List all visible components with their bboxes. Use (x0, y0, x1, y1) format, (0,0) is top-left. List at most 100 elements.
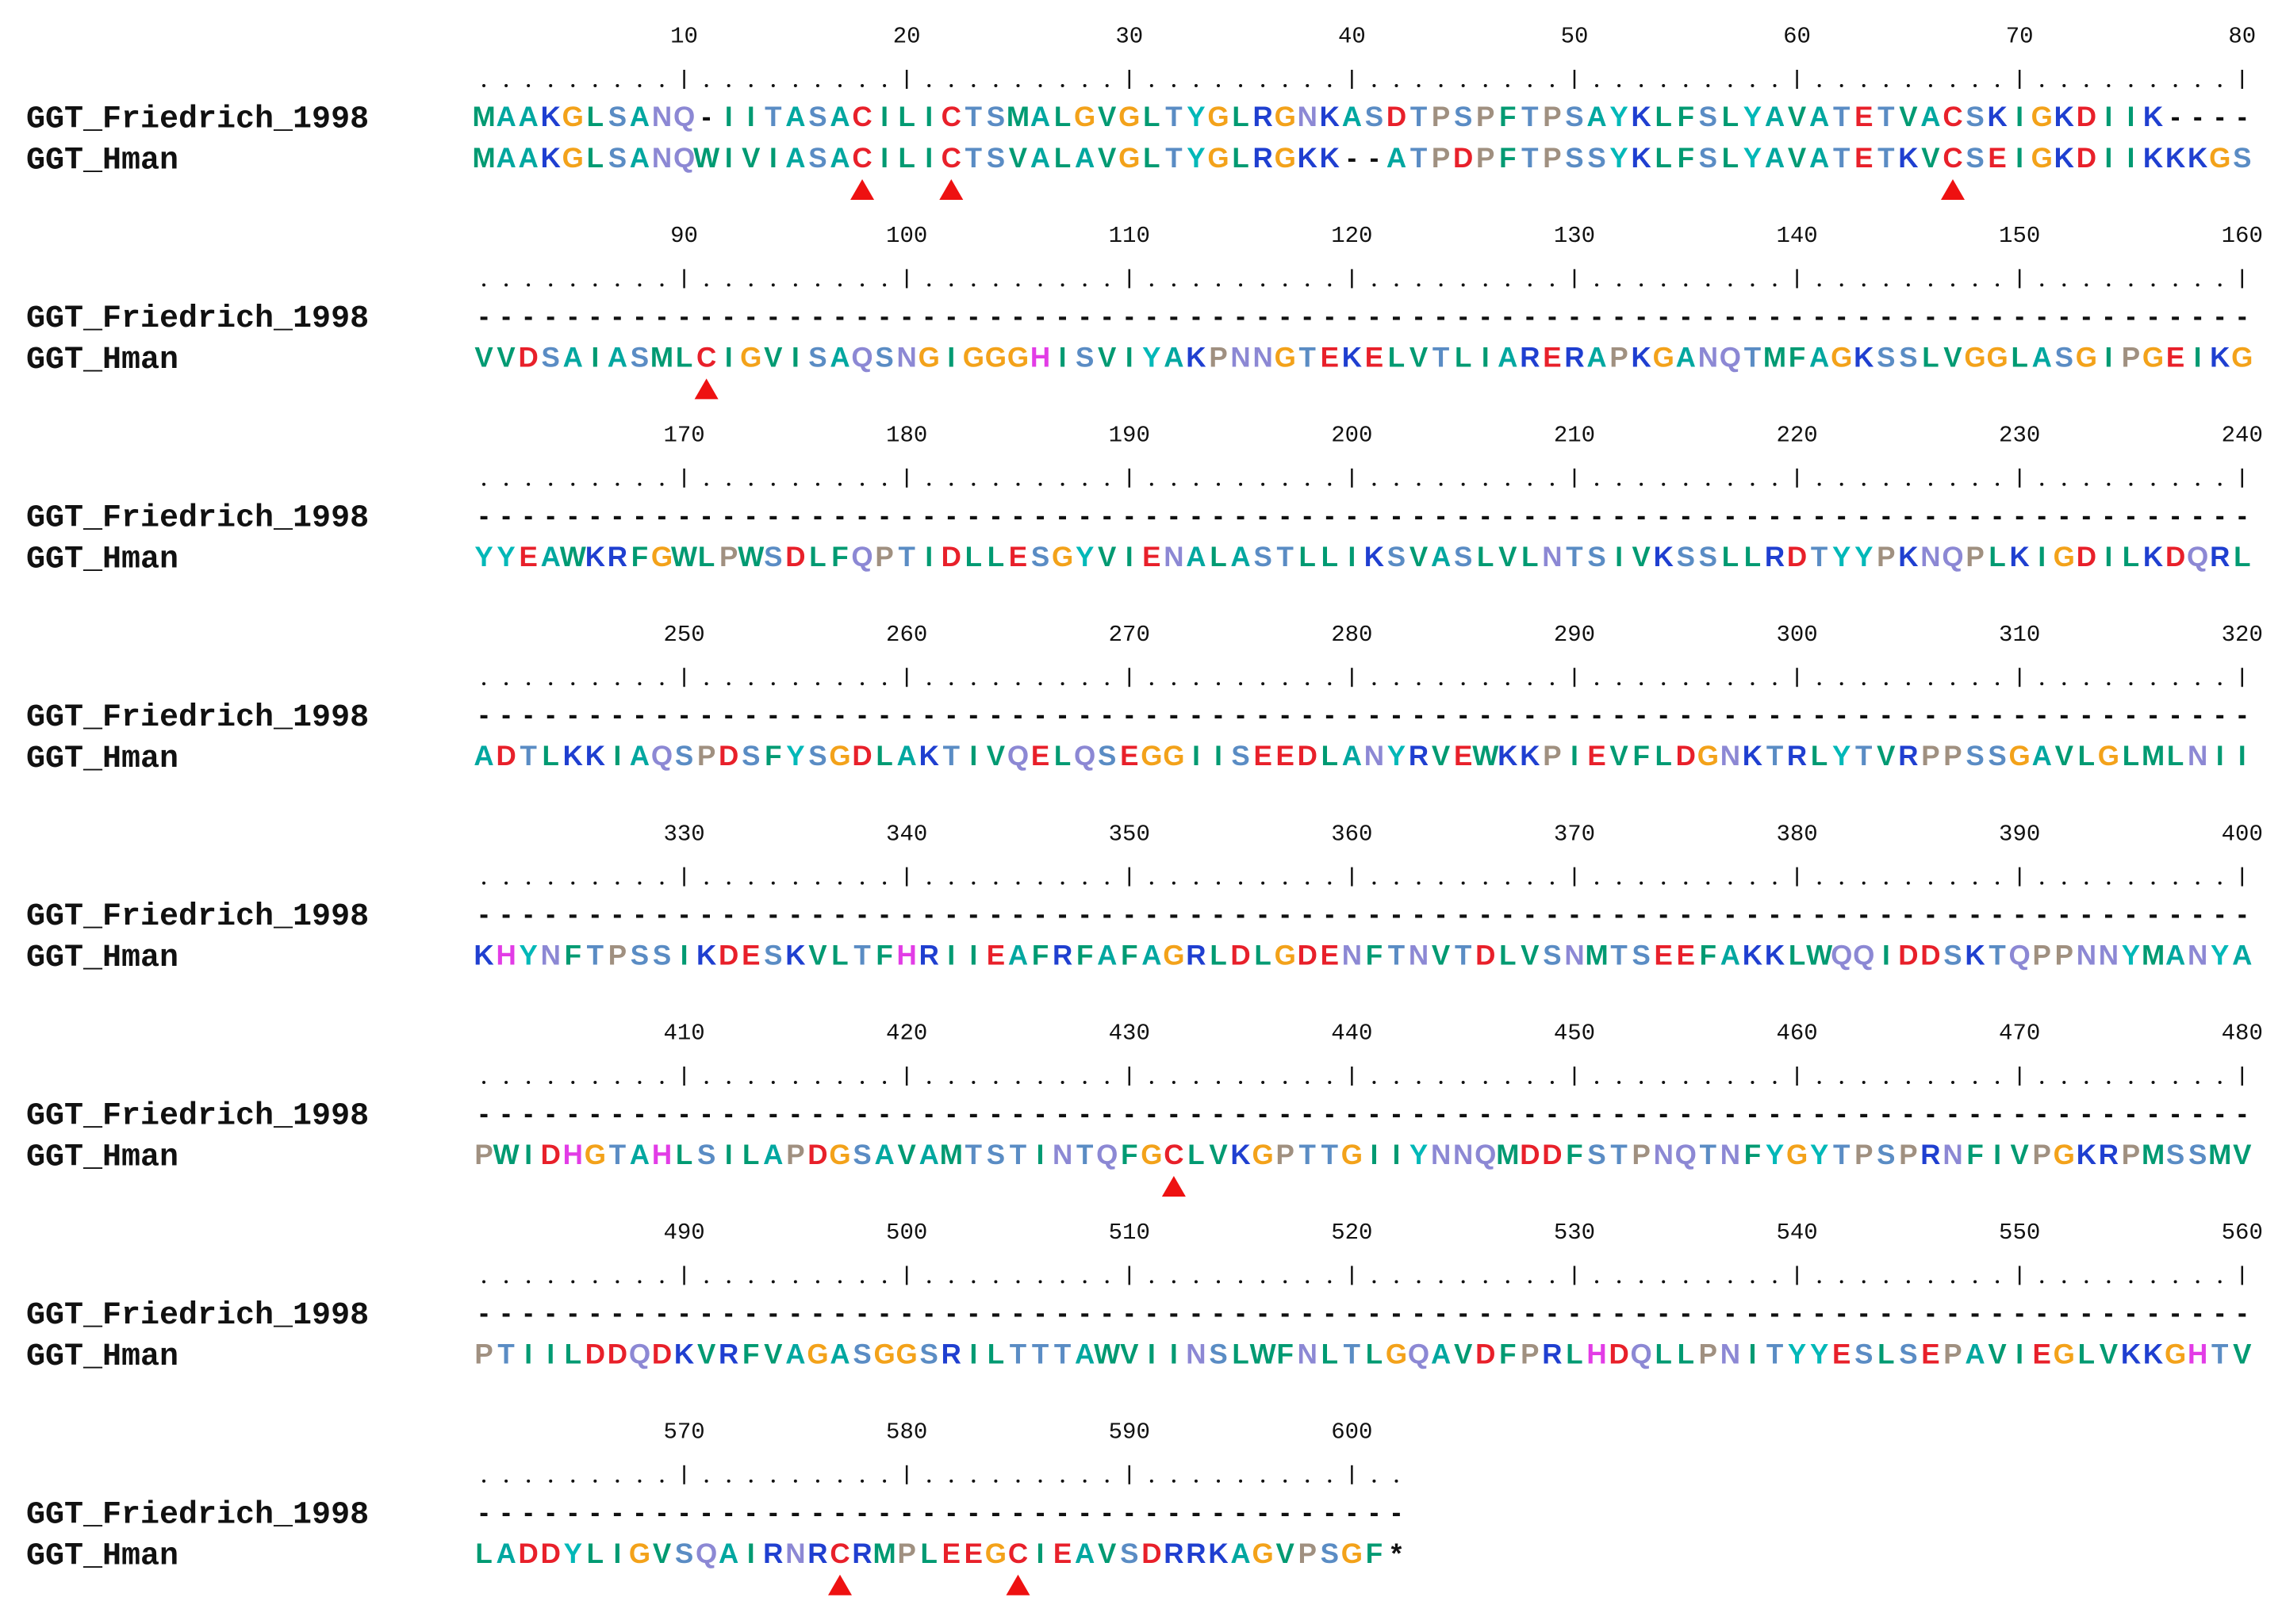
ruler-dot (994, 682, 998, 686)
residue: I (2127, 143, 2135, 174)
residue: D (496, 741, 516, 772)
residue: - (479, 500, 489, 531)
residue: K (474, 940, 493, 971)
residue: G (1275, 343, 1296, 373)
ruler-dot (1996, 682, 2000, 686)
ruler-number: 450 (1554, 1021, 1595, 1047)
ruler-number: 210 (1554, 422, 1595, 448)
residue: - (702, 500, 711, 531)
residue: Q (673, 102, 695, 132)
ruler-dot (1194, 1479, 1198, 1483)
residue: S (1565, 102, 1583, 132)
residue: L (831, 940, 848, 971)
ruler-dot (616, 1479, 619, 1483)
residue: - (1214, 699, 1223, 730)
residue: - (902, 1298, 911, 1329)
ruler-dot (1083, 1081, 1087, 1084)
residue: Q (1631, 1339, 1652, 1370)
residue: M (873, 1538, 896, 1569)
residue: L (898, 143, 915, 174)
ruler-dot (1884, 1081, 1888, 1084)
residue: - (1280, 500, 1290, 531)
ruler-dot (1684, 881, 1688, 885)
residue: - (1659, 500, 1668, 531)
residue: S (675, 1538, 693, 1569)
residue: T (1521, 143, 1538, 174)
ruler-dot (2062, 84, 2066, 87)
residue: - (746, 699, 756, 730)
ruler-dot (1928, 84, 1932, 87)
ruler-dot (1261, 283, 1265, 287)
residue: - (680, 1497, 689, 1528)
ruler-dot (883, 1280, 887, 1284)
residue: - (1103, 1098, 1112, 1129)
ruler-dot (749, 881, 753, 885)
residue: - (1748, 500, 1758, 531)
residue: V (1454, 1339, 1473, 1370)
residue: - (2037, 500, 2046, 531)
residue: T (1833, 102, 1850, 132)
residue: I (725, 102, 733, 132)
ruler-dot (1595, 682, 1599, 686)
ruler-dot (1950, 482, 1954, 486)
residue: Q (1475, 1139, 1496, 1170)
ruler-dot (1862, 84, 1866, 87)
residue: P (1521, 1339, 1539, 1370)
residue: - (1191, 500, 1201, 531)
ruler-dot (1839, 84, 1843, 87)
residue: P (608, 940, 627, 971)
residue: A (1586, 102, 1606, 132)
residue: - (591, 899, 600, 930)
ruler-number: 220 (1776, 422, 1817, 448)
ruler-dot (1105, 881, 1109, 885)
ruler-dot (2062, 881, 2066, 885)
sequence: AD T L KK I AQS P D S F Y SGD L AK T I VQE L QS EGG I I S E E D L A… (474, 741, 2246, 772)
residue: - (1058, 500, 1068, 531)
residue: V (474, 343, 493, 373)
residue: K (1320, 102, 1340, 132)
residue: - (1014, 1098, 1023, 1129)
residue: - (1681, 500, 1690, 531)
residue: L (1187, 1139, 1204, 1170)
residue: K (585, 542, 605, 573)
residue: D (1475, 940, 1495, 971)
residue: - (791, 899, 800, 930)
residue: H (1586, 1339, 1606, 1370)
ruler-dot (1105, 84, 1109, 87)
ruler-dot (1016, 881, 1020, 885)
residue: D (1609, 1339, 1628, 1370)
residue: - (1704, 301, 1713, 332)
ruler-dot (2218, 84, 2222, 87)
residue: - (479, 1098, 489, 1129)
residue: K (2143, 143, 2163, 174)
residue: A (630, 102, 650, 132)
residue: L (565, 1339, 581, 1370)
residue: - (724, 1298, 734, 1329)
residue: - (769, 1098, 778, 1129)
residue: T (1455, 940, 1471, 971)
residue: R (2210, 542, 2230, 573)
residue: - (2104, 1098, 2114, 1129)
ruler-number: 530 (1554, 1220, 1595, 1246)
ruler-dot (1839, 283, 1843, 287)
ruler-dot (1884, 881, 1888, 885)
residue: N (1342, 940, 1362, 971)
residue: P (719, 542, 738, 573)
residue: Y (1187, 143, 1205, 174)
residue: - (1904, 899, 1913, 930)
residue: - (1681, 899, 1690, 930)
residue: - (835, 1098, 845, 1129)
residue: D (1787, 542, 1807, 573)
ruler-dot (1906, 881, 1910, 885)
residue: S (608, 102, 627, 132)
ruler-number: 50 (1561, 24, 1589, 50)
ruler-dot (1728, 1280, 1732, 1284)
residue: - (2215, 301, 2225, 332)
residue: - (1036, 500, 1045, 531)
ruler-dot (793, 84, 797, 87)
ruler-dot (1016, 1280, 1020, 1284)
ruler-dot (883, 84, 887, 87)
residue: - (813, 500, 823, 531)
residue: V (764, 343, 783, 373)
residue: S (987, 143, 1005, 174)
